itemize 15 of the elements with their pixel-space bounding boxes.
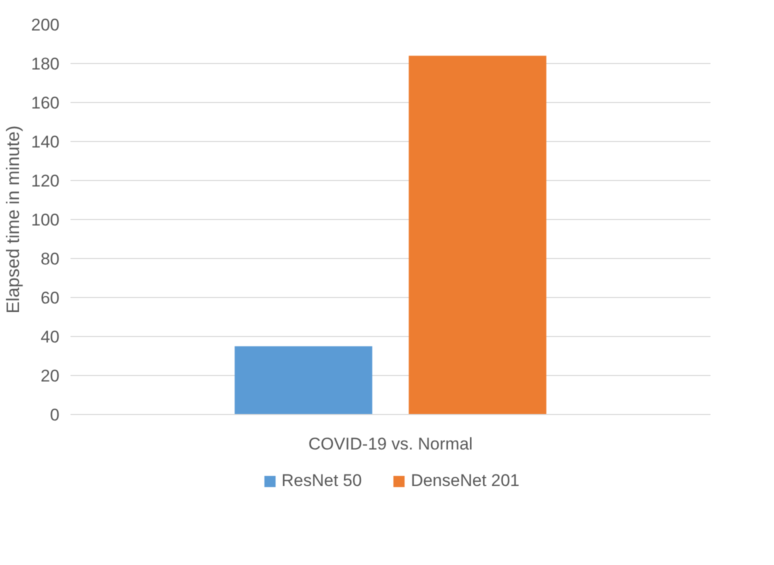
y-tick-label: 140: [31, 132, 60, 152]
y-tick-label: 180: [31, 54, 60, 74]
y-tick-label: 120: [31, 172, 60, 190]
y-tick-label: 60: [40, 288, 60, 308]
y-tick-label: 200: [31, 16, 60, 34]
y-tick-label: 0: [50, 406, 60, 424]
y-tick-label: 80: [40, 250, 60, 268]
y-tick-label: 40: [40, 328, 60, 346]
y-tick-label: 20: [40, 366, 60, 386]
legend-label: ResNet 50: [281, 471, 362, 491]
legend-label: DenseNet 201: [410, 471, 520, 491]
y-axis-title: Elapsed time in minute): [3, 125, 24, 314]
x-tick-label: COVID-19 vs. Normal: [308, 434, 473, 454]
y-tick-label: 100: [31, 210, 60, 230]
y-tick-label: 160: [31, 94, 60, 112]
